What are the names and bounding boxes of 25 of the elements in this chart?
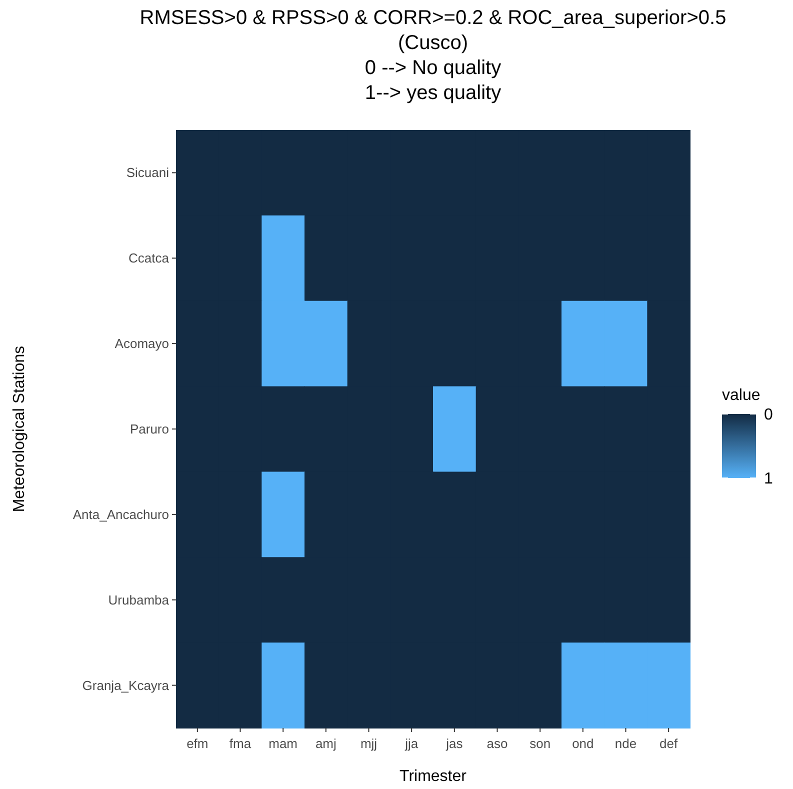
y-tick-label: Anta_Ancachuro (72, 506, 169, 522)
y-tick-label: Acomayo (114, 336, 169, 352)
x-tick-label: ond (572, 736, 594, 751)
x-tick-label: son (530, 736, 551, 751)
x-tick-label: def (660, 736, 678, 751)
y-axis-title: Meteorological Stations (11, 346, 28, 512)
x-tick-label: jas (445, 736, 464, 751)
x-axis-title: Trimester (400, 768, 468, 785)
x-tick-label: jja (404, 736, 419, 751)
color-bar-title: value (722, 387, 760, 404)
color-bar-label: 0 (764, 406, 773, 424)
x-tick-label: fma (229, 736, 252, 751)
y-tick-label: Urubamba (108, 592, 170, 608)
chart-title: RMSESS>0 & RPSS>0 & CORR>=0.2 & ROC_area_superior>0.5 (Cusco) 0 --> No quality 1--> yes quality (140, 7, 726, 104)
x-tick-label: aso (486, 736, 508, 751)
color-bar-label: 1 (764, 470, 773, 488)
y-tick-label: Granja_Kcayra (82, 678, 170, 693)
x-tick-label: mam (268, 736, 298, 751)
x-tick-label: amj (315, 736, 336, 751)
y-tick-label: Sicuani (126, 165, 170, 180)
y-tick-label: Ccatca (128, 250, 170, 266)
x-tick-label: nde (614, 736, 637, 751)
y-tick-label: Paruro (130, 422, 169, 436)
x-tick-label: efm (186, 736, 208, 751)
x-tick-label: mjj (360, 736, 378, 751)
